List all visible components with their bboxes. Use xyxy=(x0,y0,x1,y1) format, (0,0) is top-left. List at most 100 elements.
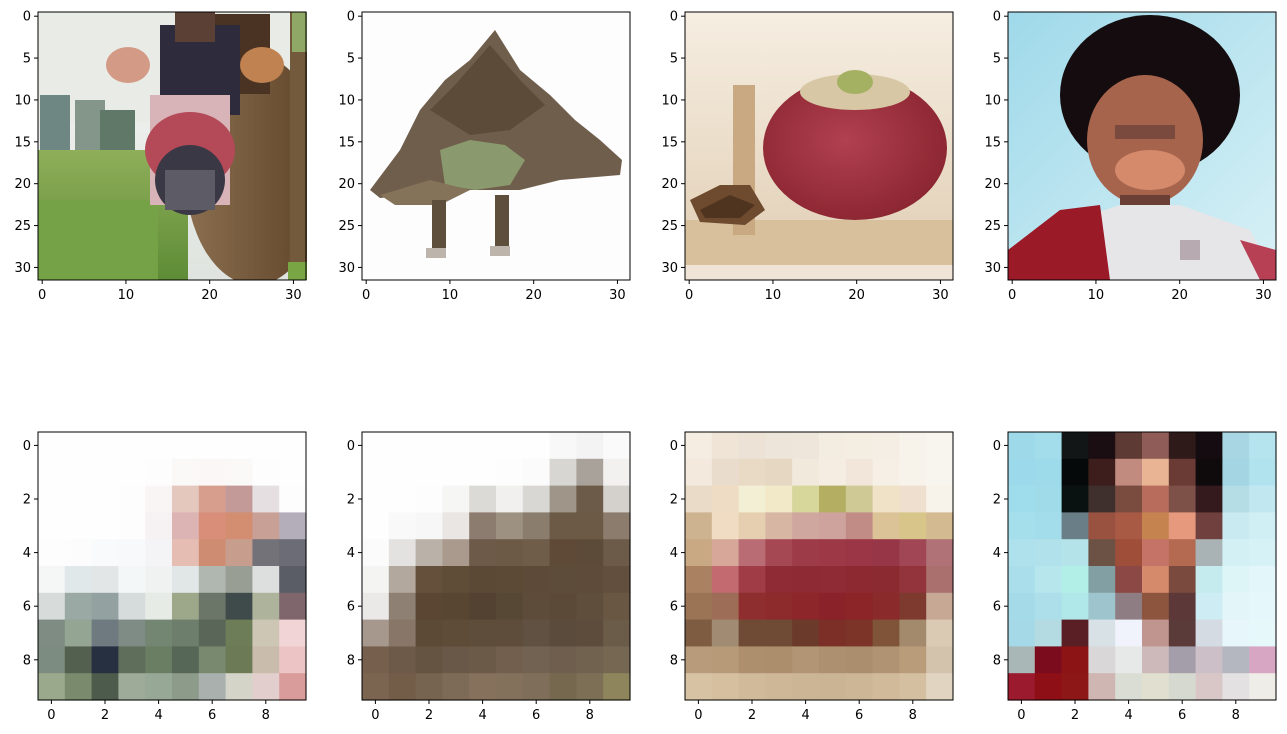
y-tick-label: 8 xyxy=(670,653,678,668)
grid-pixel xyxy=(172,646,200,674)
grid-pixel xyxy=(145,539,173,567)
grid-pixel xyxy=(522,512,551,540)
y-tick-label: 5 xyxy=(993,52,1001,67)
grid-pixel xyxy=(1168,619,1197,647)
grid-pixel xyxy=(1249,592,1277,621)
grid-pixel xyxy=(1195,512,1223,540)
grid-pixel xyxy=(1008,432,1036,460)
grid-pixel xyxy=(603,592,631,621)
grid-pixel xyxy=(415,566,443,594)
y-tick-label: 6 xyxy=(670,600,678,615)
grid-pixel xyxy=(792,432,820,460)
x-tick-label: 0 xyxy=(38,288,46,303)
grid-pixel xyxy=(1088,512,1116,540)
grid-pixel xyxy=(576,646,604,674)
grid-pixel xyxy=(1034,539,1063,567)
grid-pixel xyxy=(685,432,713,460)
y-tick-label: 5 xyxy=(23,52,31,67)
grid-pixel xyxy=(1034,458,1063,487)
grid-pixel xyxy=(899,619,927,647)
grid-pixel xyxy=(496,673,524,701)
grid-pixel xyxy=(765,485,793,513)
grid-pixel xyxy=(872,673,900,701)
bottom-image-grid xyxy=(1008,432,1277,701)
grid-pixel xyxy=(685,592,713,621)
grid-pixel xyxy=(1115,646,1143,674)
y-tick-label: 10 xyxy=(661,93,678,108)
grid-pixel xyxy=(522,485,551,513)
grid-pixel xyxy=(872,432,900,460)
top-row-axes: 0 10 20 30 0 5 10 15 20 25 30 0 10 20 30 0 5 10 15 20 25 30 0 1… xyxy=(14,10,1277,303)
y-tick-label: 5 xyxy=(347,52,355,67)
x-tick-label: 0 xyxy=(694,708,702,723)
grid-pixel xyxy=(1195,592,1223,621)
grid-pixel xyxy=(1249,539,1277,567)
y-tick-label: 6 xyxy=(347,600,355,615)
y-tick-label: 6 xyxy=(993,600,1001,615)
grid-pixel xyxy=(845,646,874,674)
grid-pixel xyxy=(64,646,93,674)
x-tick-label: 20 xyxy=(848,288,865,303)
grid-pixel xyxy=(415,592,443,621)
grid-pixel xyxy=(1061,592,1089,621)
grid-pixel xyxy=(899,512,927,540)
grid-pixel xyxy=(145,432,173,460)
grid-pixel xyxy=(711,646,740,674)
y-tick-label: 8 xyxy=(23,653,31,668)
grid-pixel xyxy=(926,512,954,540)
grid-pixel xyxy=(1142,619,1170,647)
grid-pixel xyxy=(1088,539,1116,567)
x-tick-label: 2 xyxy=(748,708,756,723)
grid-pixel xyxy=(38,485,66,513)
grid-pixel xyxy=(765,592,793,621)
y-tick-label: 2 xyxy=(670,493,678,508)
grid-pixel xyxy=(549,619,577,647)
grid-pixel xyxy=(118,458,146,487)
grid-pixel xyxy=(198,646,227,674)
grid-pixel xyxy=(926,619,954,647)
y-tick-label: 8 xyxy=(347,653,355,668)
grid-pixel xyxy=(1222,432,1250,460)
grid-pixel xyxy=(279,432,307,460)
grid-pixel xyxy=(172,432,200,460)
grid-pixel xyxy=(1008,485,1036,513)
grid-pixel xyxy=(38,432,66,460)
grid-pixel xyxy=(279,646,307,674)
grid-pixel xyxy=(819,432,847,460)
grid-pixel xyxy=(1008,512,1036,540)
grid-pixel xyxy=(252,458,280,487)
grid-pixel xyxy=(145,458,173,487)
grid-pixel xyxy=(1195,673,1223,701)
grid-pixel xyxy=(198,592,227,621)
grid-pixel xyxy=(576,485,604,513)
grid-pixel xyxy=(792,673,820,701)
grid-pixel xyxy=(845,458,874,487)
grid-pixel xyxy=(1115,512,1143,540)
grid-pixel xyxy=(1142,592,1170,621)
grid-pixel xyxy=(225,566,253,594)
grid-pixel xyxy=(64,432,93,460)
grid-pixel xyxy=(172,566,200,594)
grid-pixel xyxy=(603,566,631,594)
x-tick-label: 10 xyxy=(118,288,135,303)
grid-pixel xyxy=(792,566,820,594)
grid-pixel xyxy=(899,458,927,487)
x-tick-label: 0 xyxy=(1008,288,1016,303)
grid-pixel xyxy=(64,458,93,487)
y-tick-label: 2 xyxy=(993,493,1001,508)
grid-pixel xyxy=(415,512,443,540)
grid-pixel xyxy=(549,592,577,621)
grid-pixel xyxy=(1034,485,1063,513)
y-tick-label: 0 xyxy=(23,10,31,25)
grid-pixel xyxy=(1115,566,1143,594)
top-panel-frame xyxy=(684,11,954,281)
grid-pixel xyxy=(38,458,66,487)
grid-pixel xyxy=(819,485,847,513)
grid-pixel xyxy=(198,673,227,701)
grid-pixel xyxy=(603,646,631,674)
grid-pixel xyxy=(738,646,766,674)
grid-pixel xyxy=(576,673,604,701)
y-tick-label: 20 xyxy=(14,177,31,192)
x-tick-label: 2 xyxy=(101,708,109,723)
x-tick-label: 6 xyxy=(532,708,540,723)
